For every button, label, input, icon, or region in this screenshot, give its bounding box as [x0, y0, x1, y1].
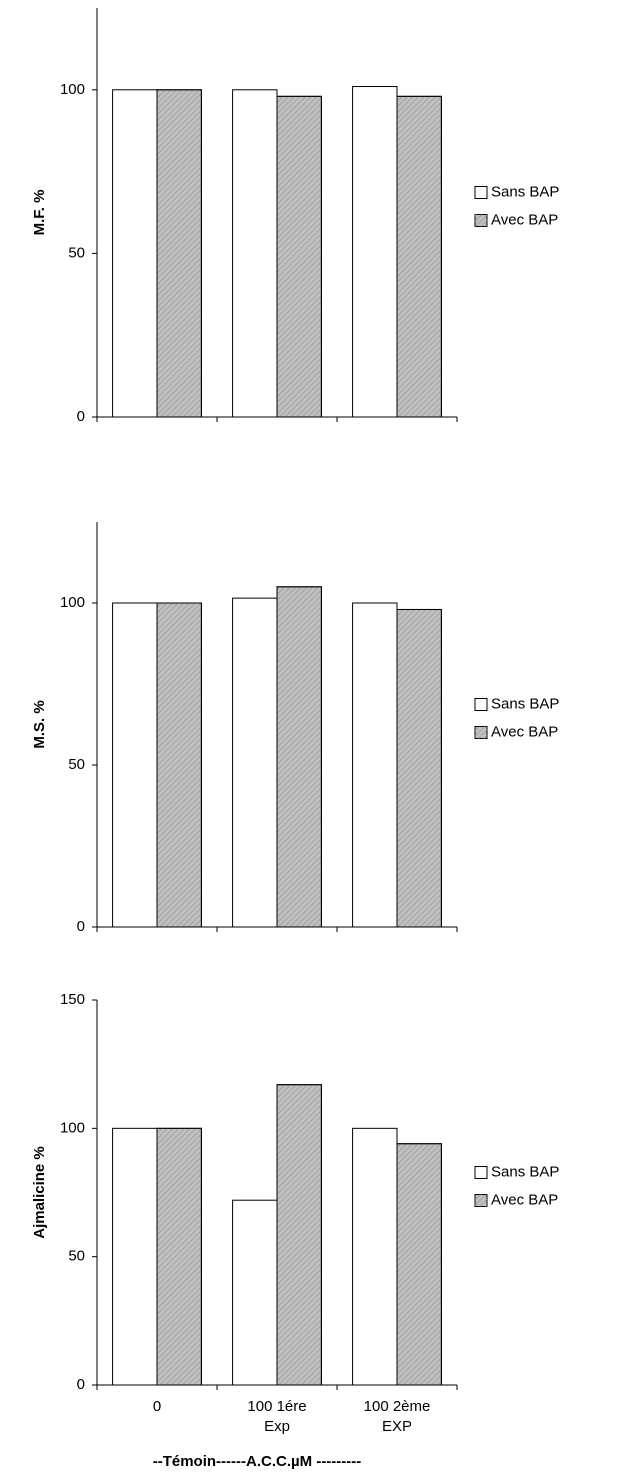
chart: 0 50 100 150 Ajmalicine % 0 100 1ére Exp 100 2èm… — [31, 991, 559, 1470]
bar-hatch — [396, 95, 442, 418]
bar-hatch — [156, 1127, 202, 1386]
bar — [232, 597, 278, 928]
y-tick-label: 50 — [68, 1248, 85, 1265]
legend-label: Sans BAP — [491, 1163, 559, 1180]
legend-hatch — [475, 726, 487, 739]
bar — [352, 602, 398, 928]
x-tick-label: 100 1ére Exp — [247, 1398, 306, 1435]
y-tick-label: 0 — [77, 1376, 85, 1393]
y-tick-label: 100 — [60, 81, 85, 98]
legend-label: Avec BAP — [491, 1191, 558, 1208]
legend-label: Sans BAP — [491, 695, 559, 712]
bar — [352, 1127, 398, 1386]
bar-hatch — [396, 1143, 442, 1386]
legend-label: Sans BAP — [491, 183, 559, 200]
y-tick-label: 50 — [68, 756, 85, 773]
bar-hatch — [276, 1084, 322, 1386]
y-tick-label: 0 — [77, 918, 85, 935]
bar — [112, 89, 158, 418]
legend-hatch — [475, 1194, 487, 1207]
legend-hatch — [475, 214, 487, 227]
x-tick-label-line: EXP — [382, 1418, 412, 1435]
y-tick-label: 150 — [60, 991, 85, 1008]
bar-hatch — [276, 95, 322, 418]
chart: 0 50 100 M.F. % Sans BAP Avec BAP — [31, 8, 559, 425]
legend-swatch — [474, 186, 488, 199]
bar — [112, 1127, 158, 1386]
bar-hatch — [156, 89, 202, 418]
x-tick-label: 100 2ème EXP — [364, 1398, 431, 1435]
bar — [232, 1199, 278, 1386]
bar-hatch — [396, 608, 442, 928]
y-tick-label: 50 — [68, 244, 85, 261]
legend-label: Avec BAP — [491, 723, 558, 740]
y-axis-label: Ajmalicine % — [31, 1146, 48, 1239]
bar — [232, 89, 278, 418]
bar — [352, 86, 398, 418]
x-axis-label: --Témoin------A.C.C.µM --------- — [153, 1453, 362, 1470]
y-tick-label: 0 — [77, 408, 85, 425]
legend-swatch — [474, 698, 488, 711]
y-tick-label: 100 — [60, 594, 85, 611]
x-tick-label-line: Exp — [264, 1418, 290, 1435]
y-tick-label: 100 — [60, 1119, 85, 1136]
legend-swatch — [474, 1166, 488, 1179]
bar-hatch — [156, 602, 202, 928]
x-tick-label-line: 100 1ére — [247, 1398, 306, 1415]
x-tick-label-line: 100 2ème — [364, 1398, 431, 1415]
legend-label: Avec BAP — [491, 211, 558, 228]
x-tick-label: 0 — [153, 1398, 161, 1415]
bar — [112, 602, 158, 928]
chart: 0 50 100 M.S. % Sans BAP Avec BAP — [31, 522, 559, 935]
y-axis-label: M.S. % — [31, 700, 48, 748]
y-axis-label: M.F. % — [31, 190, 48, 236]
bar-hatch — [276, 586, 322, 928]
